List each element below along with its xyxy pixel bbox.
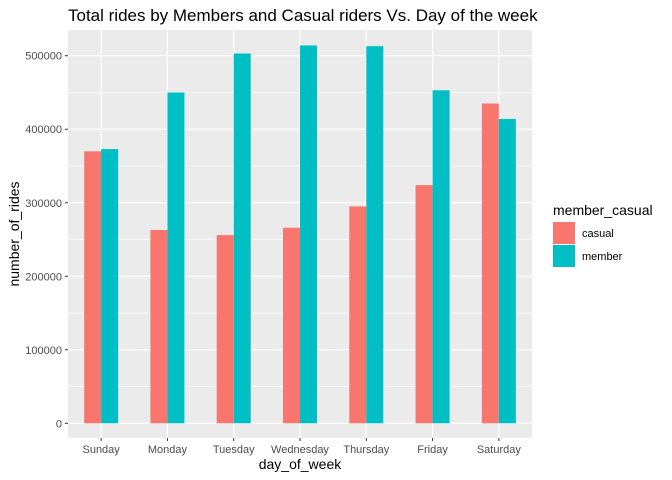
x-tick-label: Sunday [82, 444, 120, 456]
y-tick-label: 0 [56, 418, 62, 430]
bar-member-friday [432, 90, 450, 424]
x-tick-label: Tuesday [213, 444, 255, 456]
bar-member-saturday [498, 118, 516, 424]
legend-key-casual [553, 222, 575, 244]
bar-member-thursday [366, 46, 384, 424]
y-axis-ticks: 0 100000 200000 300000 400000 500000 [25, 51, 68, 430]
bar-casual-wednesday [283, 227, 300, 424]
legend-label-casual: casual [582, 228, 614, 240]
x-tick-label: Wednesday [271, 444, 329, 456]
x-axis-title: day_of_week [259, 456, 343, 472]
legend-label-member: member [582, 251, 623, 263]
legend-key-member [553, 245, 575, 267]
x-axis-ticks: Sunday Monday Tuesday Wednesday Thursday Frid… [82, 438, 521, 456]
bar-casual-thursday [349, 206, 367, 424]
y-tick-label: 300000 [25, 198, 62, 210]
y-tick-label: 500000 [25, 51, 62, 63]
bar-member-tuesday [233, 53, 251, 424]
y-tick-label: 400000 [25, 124, 62, 136]
bar-casual-friday [415, 185, 433, 424]
x-tick-label: Monday [148, 444, 188, 456]
x-tick-label: Thursday [343, 444, 389, 456]
chart-title: Total rides by Members and Casual riders… [68, 6, 538, 25]
y-axis-title: number_of_rides [6, 181, 22, 286]
y-tick-label: 100000 [25, 345, 62, 357]
bar-casual-sunday [84, 151, 102, 424]
legend: member_casual casual member [553, 202, 653, 267]
x-tick-label: Saturday [477, 444, 522, 456]
y-tick-label: 200000 [25, 271, 62, 283]
bar-casual-saturday [481, 103, 499, 424]
bar-member-monday [167, 92, 185, 424]
x-tick-label: Friday [417, 444, 448, 456]
bar-member-wednesday [300, 45, 317, 424]
bar-casual-tuesday [216, 235, 234, 424]
legend-title: member_casual [553, 202, 653, 218]
bar-member-sunday [101, 149, 119, 424]
bar-casual-monday [150, 229, 168, 424]
bars [84, 45, 516, 424]
